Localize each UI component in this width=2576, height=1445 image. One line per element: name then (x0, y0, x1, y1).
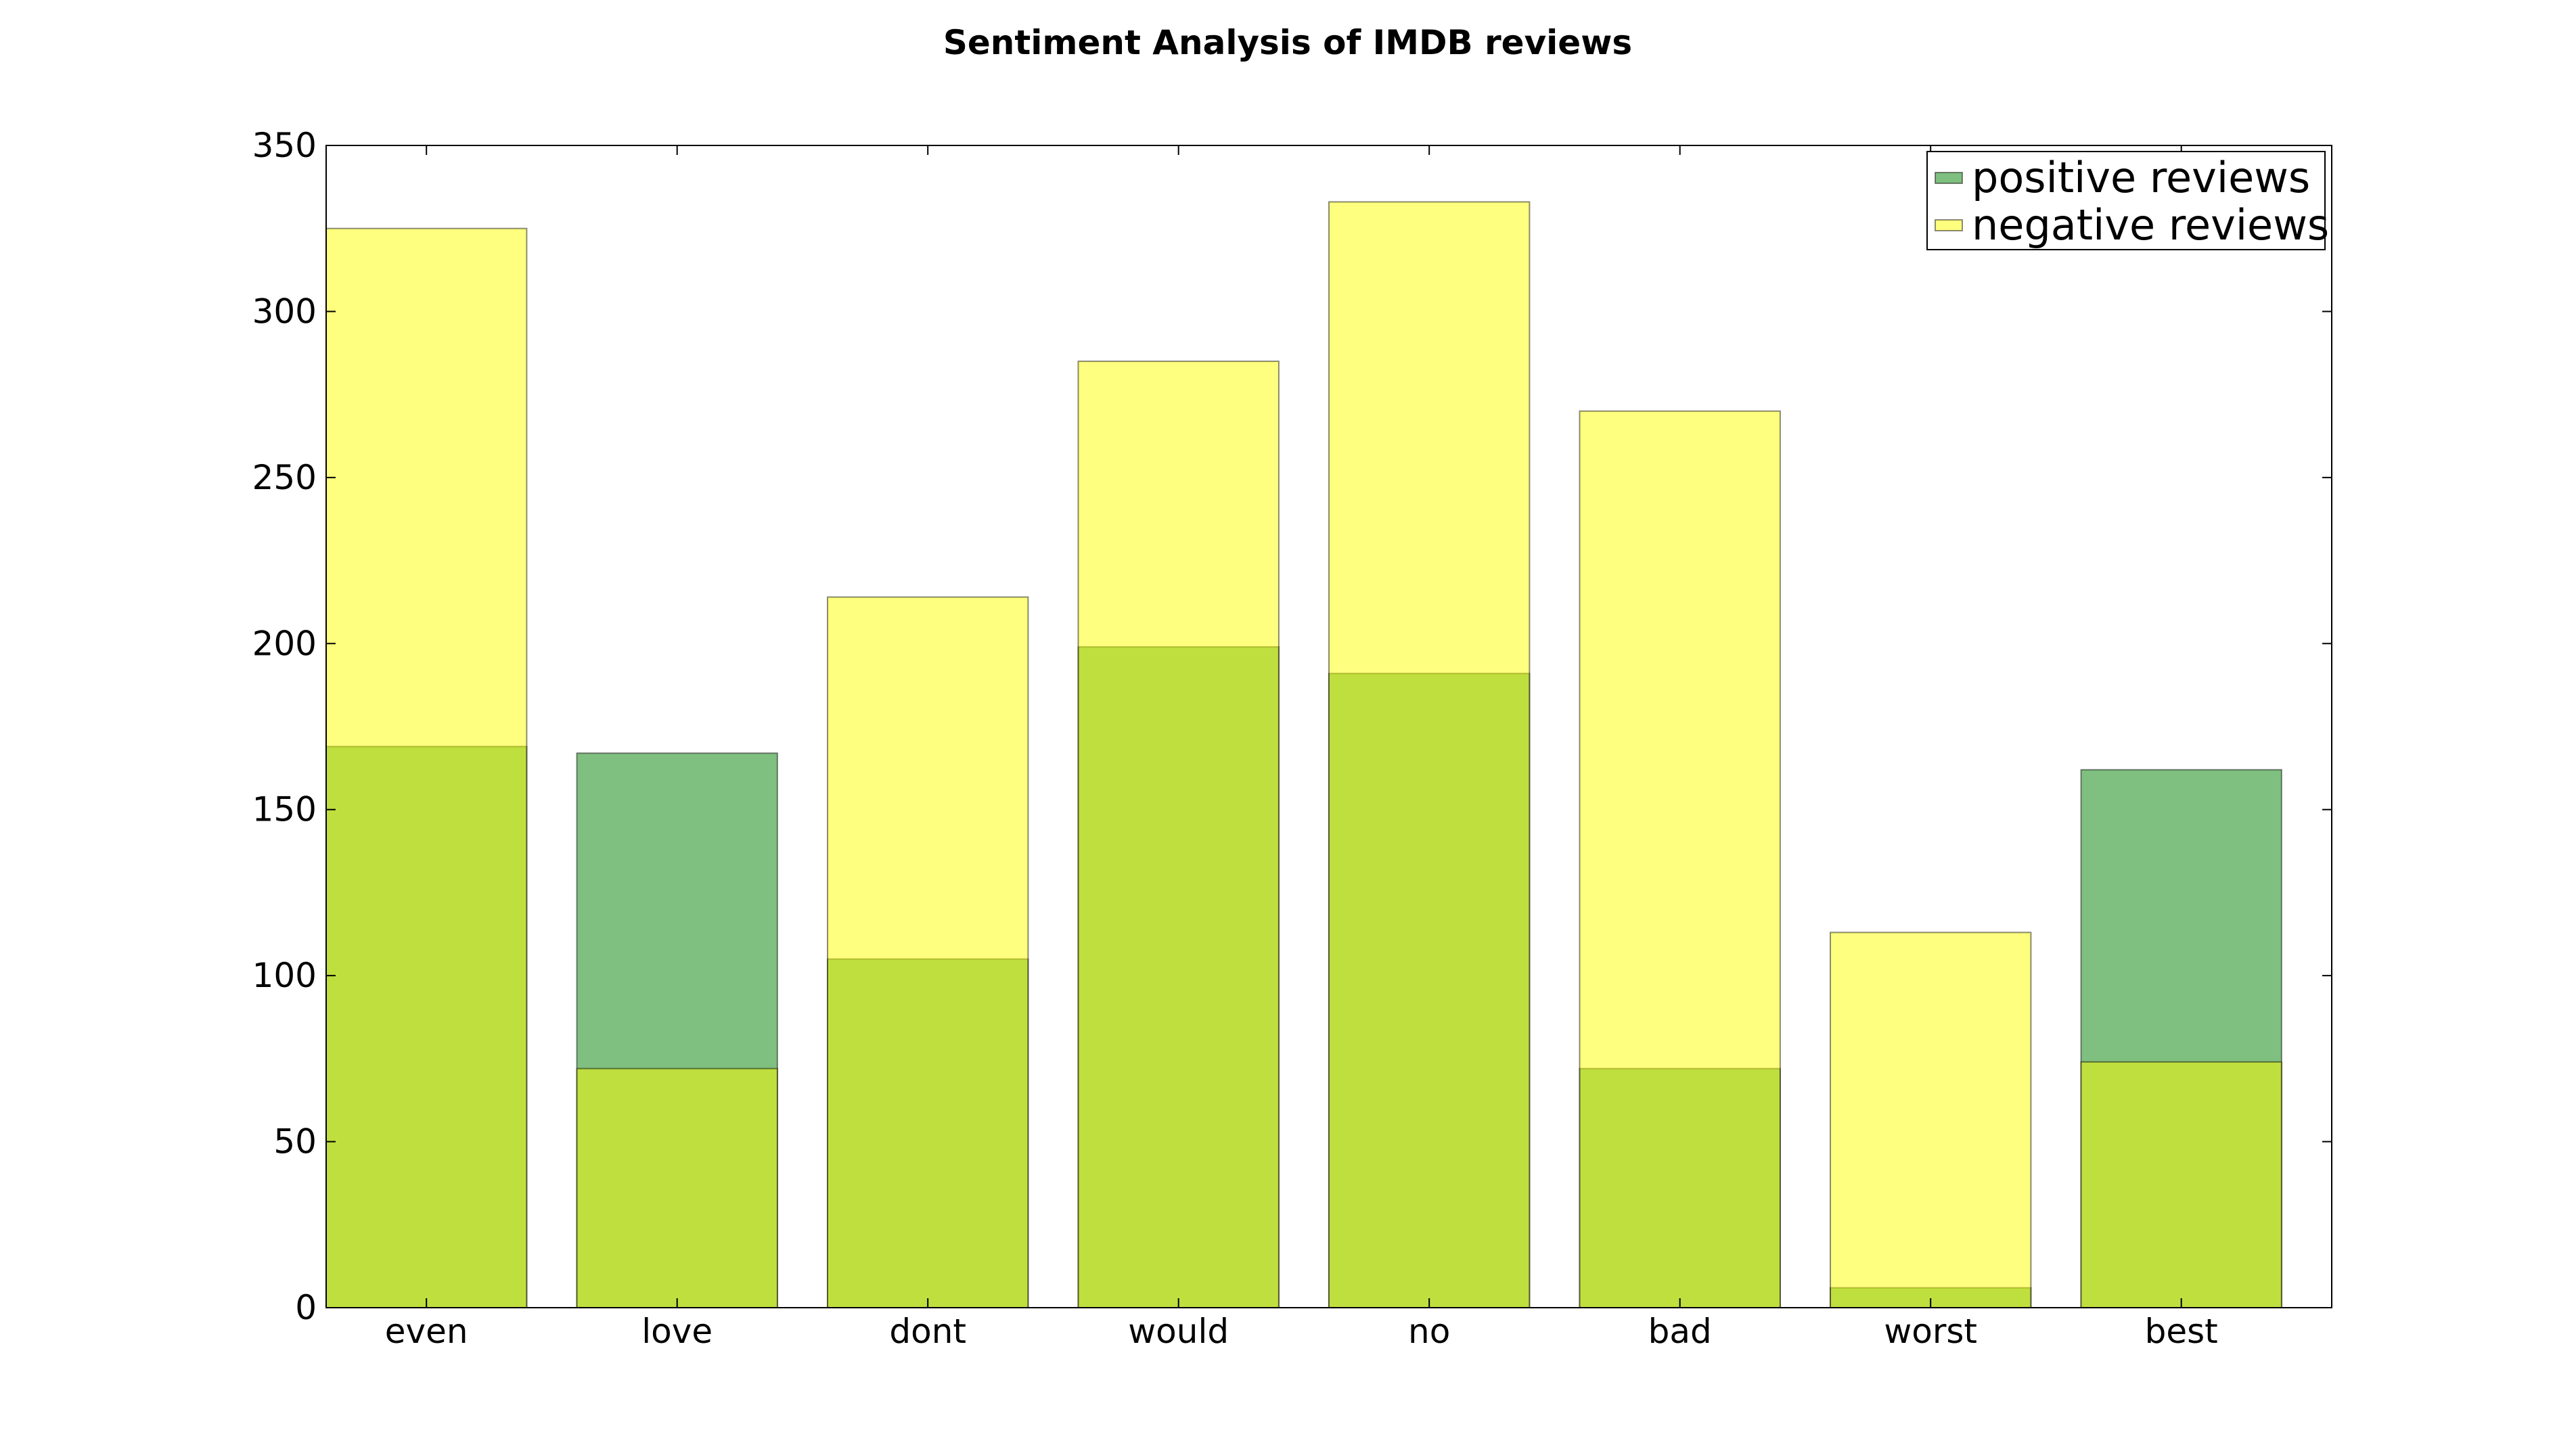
x-tick-label-love: love (641, 1312, 713, 1351)
y-tick-label: 0 (295, 1288, 317, 1327)
ticks-layer: 0 50 100 150 200 250 300 350 even love dont would no… (252, 126, 2332, 1351)
legend-label-positive: positive reviews (1972, 153, 2310, 202)
y-tick-label: 150 (252, 790, 317, 829)
plot-frame (325, 145, 2332, 1308)
bar-negative-worst (1830, 932, 2032, 1308)
bar-negative-no (1328, 201, 1531, 1309)
legend-swatch-negative (1935, 219, 1963, 231)
x-tick-label-dont: dont (889, 1312, 966, 1351)
x-tick-label-even: even (385, 1312, 468, 1351)
bar-negative-love (576, 1068, 778, 1309)
x-tick-label-worst: worst (1884, 1312, 1977, 1351)
bar-negative-would (1077, 361, 1280, 1308)
bar-negative-best (2080, 1061, 2282, 1309)
y-tick-label: 200 (252, 624, 317, 663)
legend-box (1926, 151, 2326, 250)
x-tick-label-would: would (1128, 1312, 1229, 1351)
x-tick-label-bad: bad (1648, 1312, 1712, 1351)
bar-negative-bad (1579, 410, 1781, 1309)
y-tick-label: 300 (252, 292, 317, 331)
bars-layer (325, 201, 2282, 1309)
x-tick-label-best: best (2145, 1312, 2218, 1351)
chart-title: Sentiment Analysis of IMDB reviews (943, 23, 1632, 62)
bar-negative-dont (827, 596, 1029, 1309)
y-tick-label: 250 (252, 458, 317, 497)
bar-negative-even (325, 227, 528, 1309)
y-tick-label: 350 (252, 126, 317, 165)
legend-label-negative: negative reviews (1972, 200, 2329, 250)
x-tick-label-no: no (1408, 1312, 1450, 1351)
y-tick-label: 100 (252, 956, 317, 995)
y-tick-label: 50 (273, 1122, 317, 1162)
legend-swatch-positive (1935, 172, 1963, 184)
